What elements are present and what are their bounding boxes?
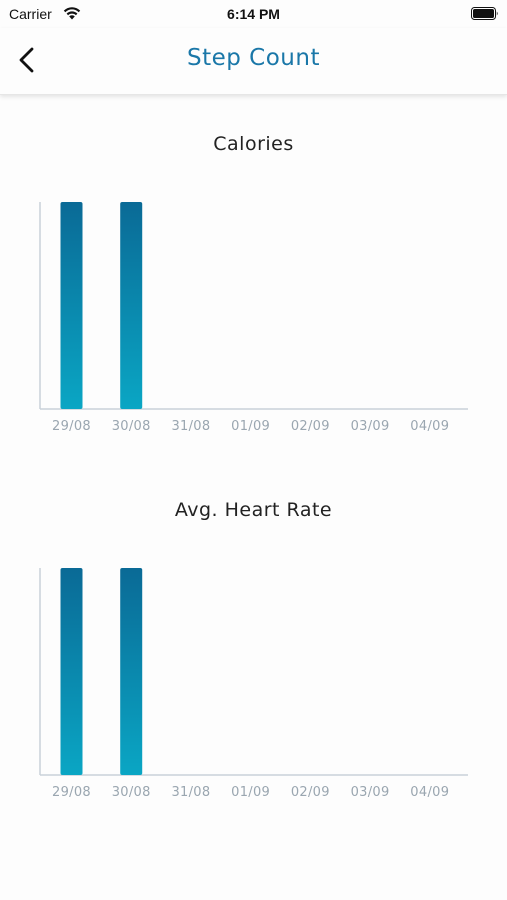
bar-29-08 [60,568,83,775]
bar-29-08 [60,202,83,409]
x-tick-label: 29/08 [52,419,91,434]
x-tick-label: 30/08 [112,419,151,434]
chevron-left-icon[interactable] [14,46,40,74]
x-tick-label: 29/08 [52,785,91,800]
chart-title-calories: Calories [213,133,294,155]
bar-30-08 [120,202,143,409]
page-title: Step Count [187,45,320,71]
heart-rate-chart: 29/08 30/08 31/08 01/09 02/09 03/09 04/09 [39,568,468,800]
x-tick-label: 31/08 [171,785,210,800]
x-tick-label: 02/09 [291,785,330,800]
calories-chart: 29/08 30/08 31/08 01/09 02/09 03/09 04/09 [39,202,468,434]
x-tick-label: 03/09 [351,419,390,434]
status-bar: Carrier 6:14 PM [0,0,507,28]
battery-icon [471,7,498,20]
nav-bar: Step Count [0,28,507,95]
carrier-label: Carrier [9,6,52,22]
chart-title-heart-rate: Avg. Heart Rate [174,499,333,521]
bar-30-08 [120,568,143,775]
wifi-icon [63,7,81,20]
x-tick-label: 30/08 [112,785,151,800]
x-tick-label: 02/09 [291,419,330,434]
x-tick-label: 03/09 [351,785,390,800]
x-tick-label: 31/08 [171,419,210,434]
x-tick-label: 01/09 [231,785,270,800]
x-tick-label: 04/09 [410,419,449,434]
x-tick-label: 01/09 [231,419,270,434]
status-time: 6:14 PM [227,6,280,22]
x-tick-label: 04/09 [410,785,449,800]
